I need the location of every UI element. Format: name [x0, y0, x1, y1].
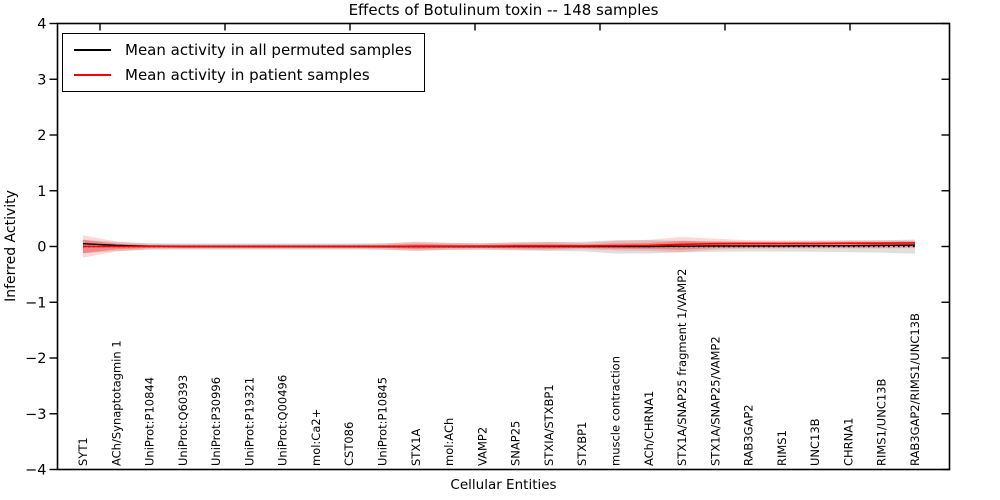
x-axis-label: Cellular Entities	[450, 477, 557, 493]
x-category-label: STXBP1	[575, 422, 589, 466]
x-category-label: UniProt:Q60393	[176, 375, 190, 466]
x-category-label: UniProt:P30996	[209, 377, 223, 466]
x-category-label: RAB3GAP2	[742, 404, 756, 466]
legend-label-patient: Mean activity in patient samples	[125, 66, 370, 84]
y-tick-label: −4	[25, 463, 46, 479]
x-category-label: muscle contraction	[608, 356, 622, 466]
y-tick-label: −1	[25, 295, 46, 311]
x-category-label: CHRNA1	[841, 418, 855, 466]
y-tick-label: 3	[37, 72, 46, 88]
x-category-label: mol:ACh	[442, 418, 456, 466]
x-category-label: UniProt:P10845	[376, 377, 390, 466]
x-category-label: SYT1	[76, 437, 90, 466]
legend-label-permuted: Mean activity in all permuted samples	[125, 41, 412, 59]
x-category-label: ACh/CHRNA1	[642, 391, 656, 466]
y-tick-label: −3	[25, 407, 46, 423]
y-tick-label: 2	[37, 128, 46, 144]
x-category-label: STX1A/SNAP25 fragment 1/VAMP2	[675, 269, 689, 466]
x-category-label: CST086	[342, 422, 356, 466]
x-category-label: STXIA/STXBP1	[542, 384, 556, 466]
y-tick-label: 4	[37, 17, 46, 33]
legend-line-sample-black	[74, 49, 111, 51]
series-line-1	[83, 242, 916, 248]
x-category-label: SNAP25	[509, 421, 523, 466]
x-category-label: RIMS1/UNC13B	[875, 379, 889, 466]
chart-title: Effects of Botulinum toxin -- 148 sample…	[348, 1, 659, 19]
x-category-label: UniProt:P19321	[242, 377, 256, 466]
x-category-label: VAMP2	[475, 427, 489, 466]
x-category-label: RIMS1	[775, 430, 789, 466]
x-category-label: UNC13B	[808, 418, 822, 466]
x-category-label: UniProt:P10844	[143, 377, 157, 466]
x-category-label: RAB3GAP2/RIMS1/UNC13B	[908, 313, 922, 466]
x-category-label: UniProt:Q00496	[276, 375, 290, 466]
x-category-label: mol:Ca2+	[309, 409, 323, 466]
y-tick-label: −2	[25, 351, 46, 367]
x-category-label: STX1A/SNAP25/VAMP2	[708, 336, 722, 466]
y-tick-label: 0	[37, 240, 46, 256]
y-tick-label: 1	[37, 184, 46, 200]
legend-item-patient: Mean activity in patient samples	[74, 66, 412, 84]
legend-line-sample-red	[74, 74, 111, 76]
legend: Mean activity in all permuted samples Me…	[62, 33, 425, 92]
legend-item-permuted: Mean activity in all permuted samples	[74, 41, 412, 59]
x-category-label: ACh/Synaptotagmin 1	[109, 340, 123, 466]
x-category-label: STX1A	[409, 428, 423, 466]
